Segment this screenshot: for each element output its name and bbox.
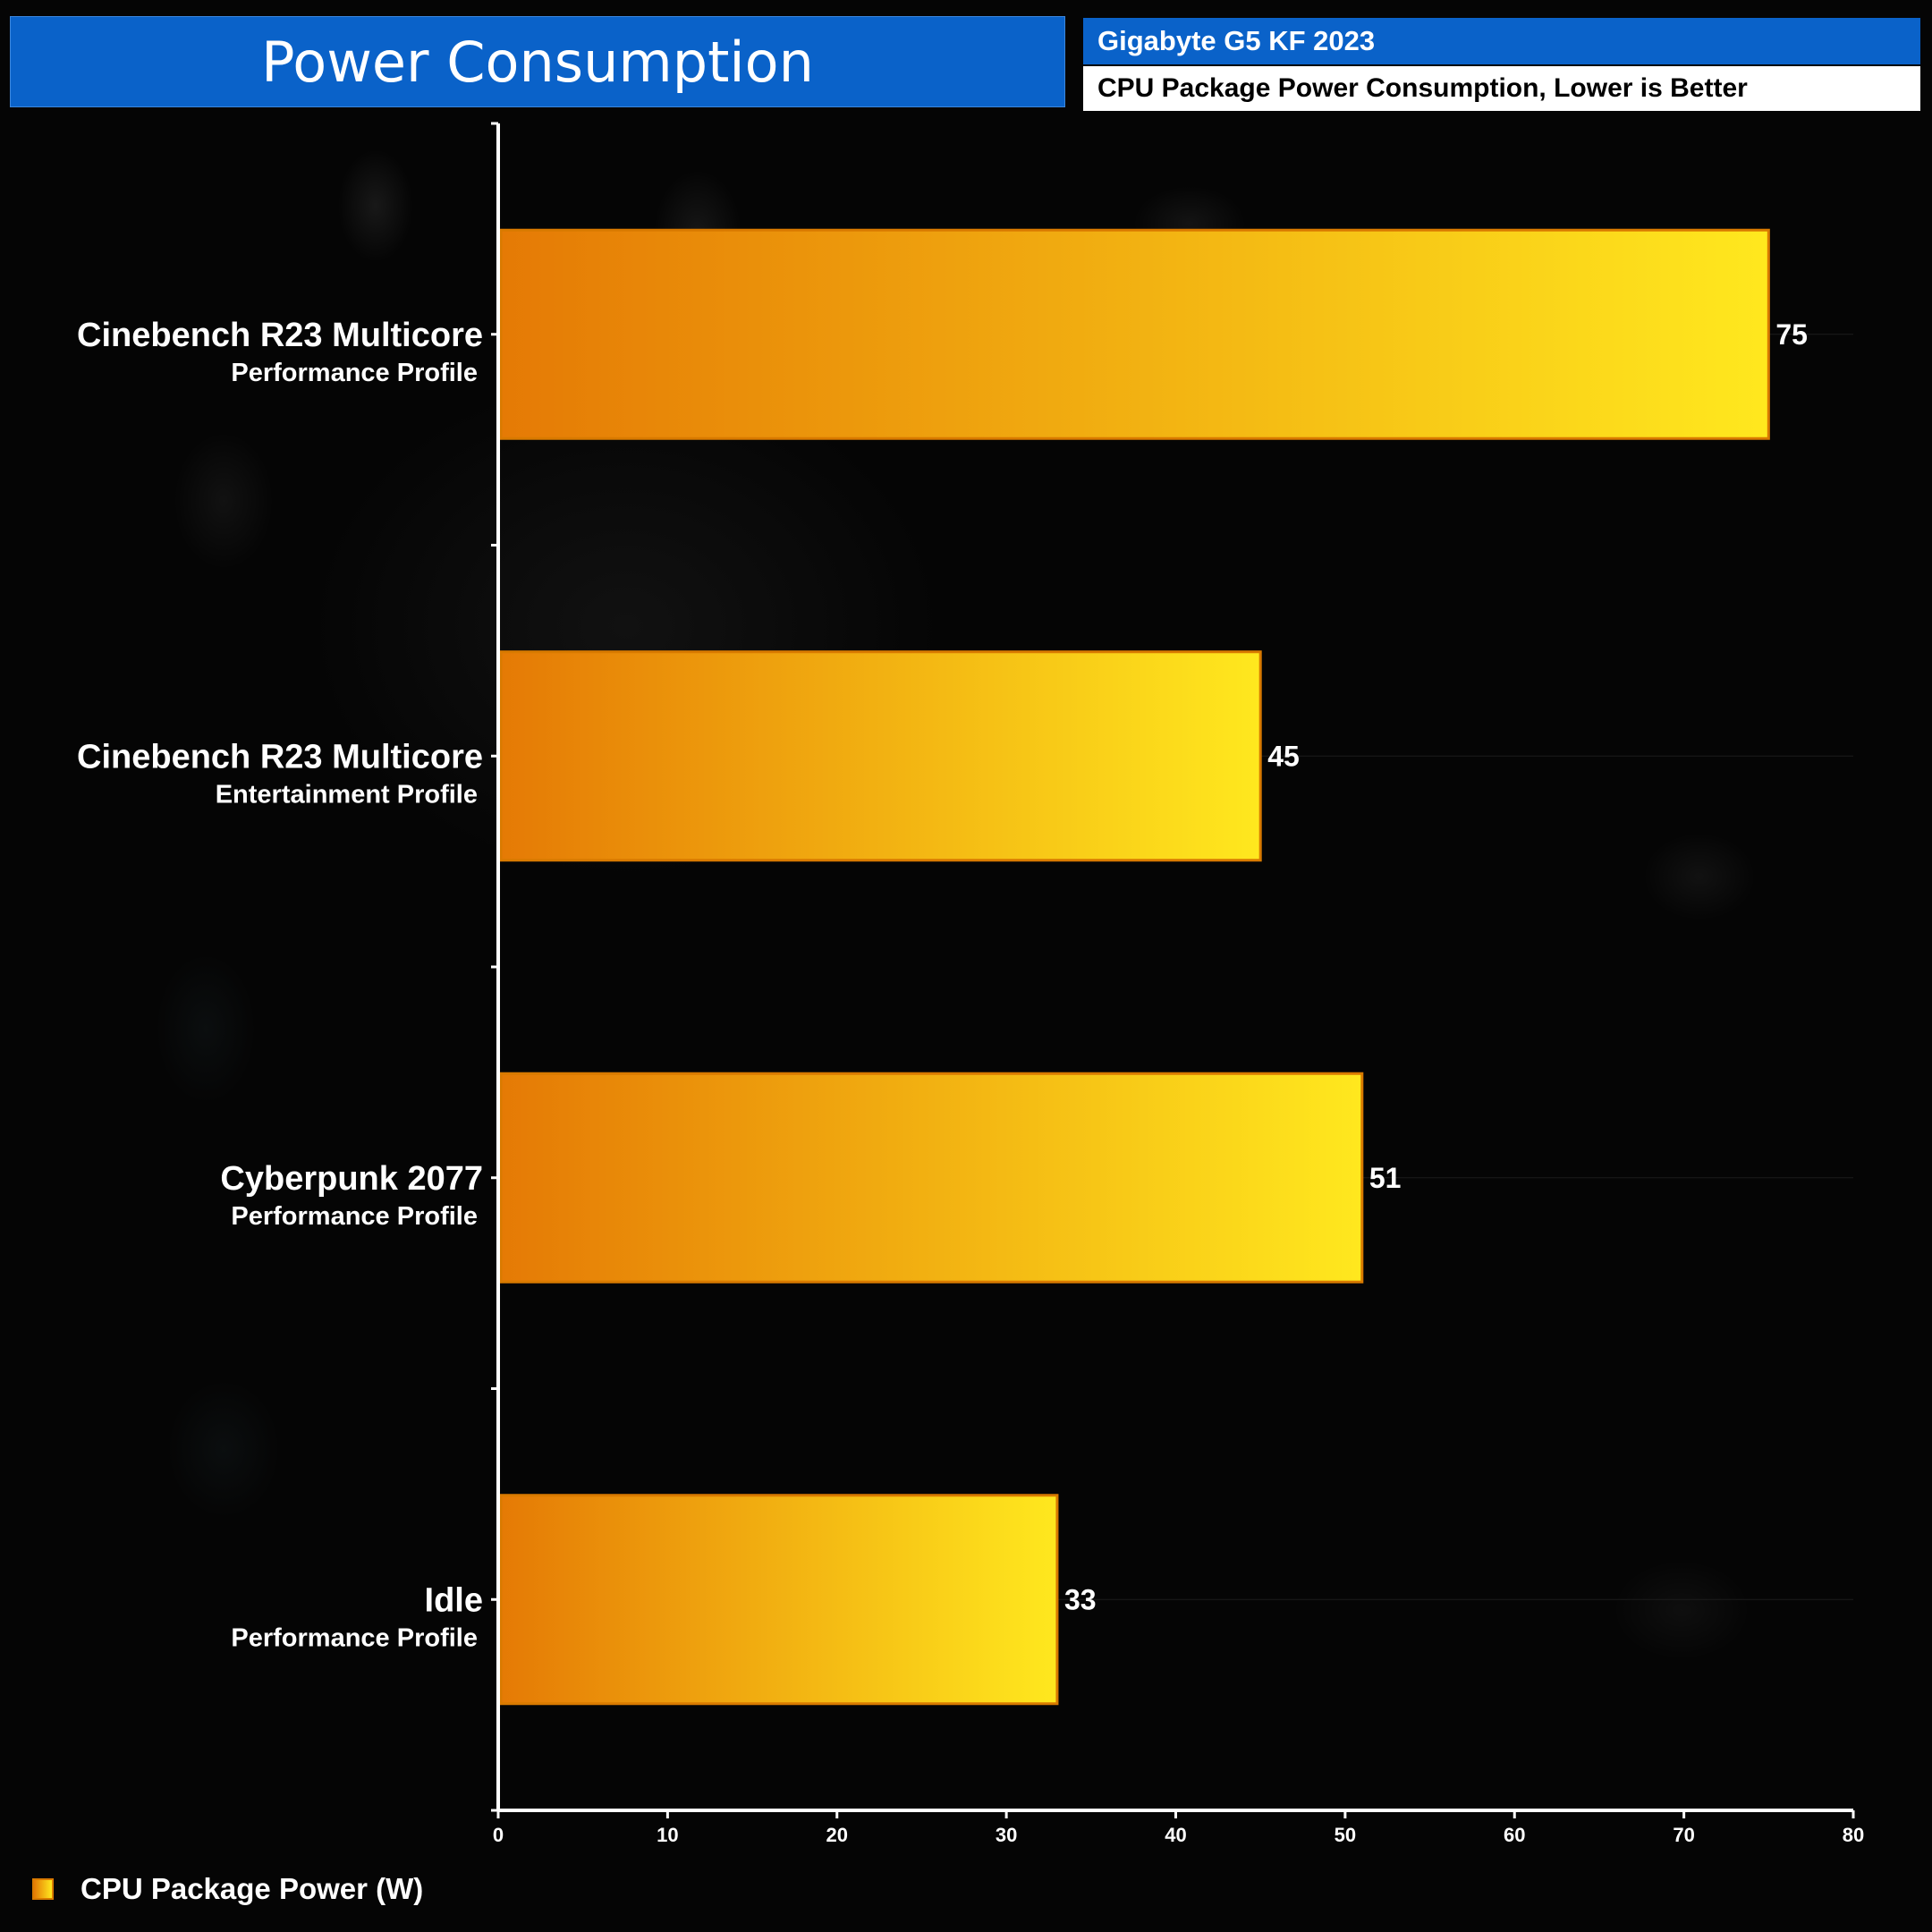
x-tick-label: 40 bbox=[1165, 1824, 1186, 1846]
product-label: Gigabyte G5 KF 2023 bbox=[1083, 18, 1920, 64]
bar bbox=[499, 1494, 1059, 1706]
x-tick-label: 50 bbox=[1335, 1824, 1356, 1846]
category-sublabel: Performance Profile bbox=[231, 1202, 478, 1231]
category-sublabel: Entertainment Profile bbox=[216, 780, 478, 809]
category-label: Cyberpunk 2077 bbox=[220, 1160, 483, 1198]
legend: CPU Package Power (W) bbox=[32, 1871, 423, 1907]
legend-swatch bbox=[32, 1878, 54, 1900]
data-label: 51 bbox=[1369, 1162, 1402, 1194]
bar bbox=[499, 228, 1770, 440]
x-tick-label: 80 bbox=[1843, 1824, 1864, 1846]
category-label: Cinebench R23 Multicore bbox=[77, 738, 483, 775]
bar bbox=[499, 650, 1262, 862]
category-label: Idle bbox=[425, 1581, 483, 1619]
axes bbox=[491, 122, 1855, 1818]
data-label: 33 bbox=[1064, 1583, 1097, 1615]
x-tick-label: 20 bbox=[826, 1824, 848, 1846]
bar bbox=[499, 1072, 1364, 1284]
chart-subtitle: CPU Package Power Consumption, Lower is … bbox=[1083, 66, 1920, 111]
x-tick-label: 0 bbox=[493, 1824, 504, 1846]
bars bbox=[499, 228, 1770, 1706]
category-label: Cinebench R23 Multicore bbox=[77, 317, 483, 354]
legend-label: CPU Package Power (W) bbox=[80, 1872, 424, 1905]
category-sublabel: Performance Profile bbox=[231, 359, 478, 387]
labels: 75 Cinebench R23 Multicore Performance Pro… bbox=[77, 317, 1864, 1846]
page-title: Power Consumption bbox=[261, 29, 814, 95]
x-tick-label: 10 bbox=[657, 1824, 678, 1846]
data-label: 45 bbox=[1267, 740, 1300, 772]
title-banner: Power Consumption bbox=[10, 16, 1065, 107]
x-tick-label: 30 bbox=[996, 1824, 1017, 1846]
x-tick-label: 70 bbox=[1673, 1824, 1694, 1846]
data-label: 75 bbox=[1775, 318, 1808, 351]
category-sublabel: Performance Profile bbox=[231, 1623, 478, 1652]
grid-lines bbox=[498, 334, 1853, 1600]
x-tick-label: 60 bbox=[1504, 1824, 1525, 1846]
